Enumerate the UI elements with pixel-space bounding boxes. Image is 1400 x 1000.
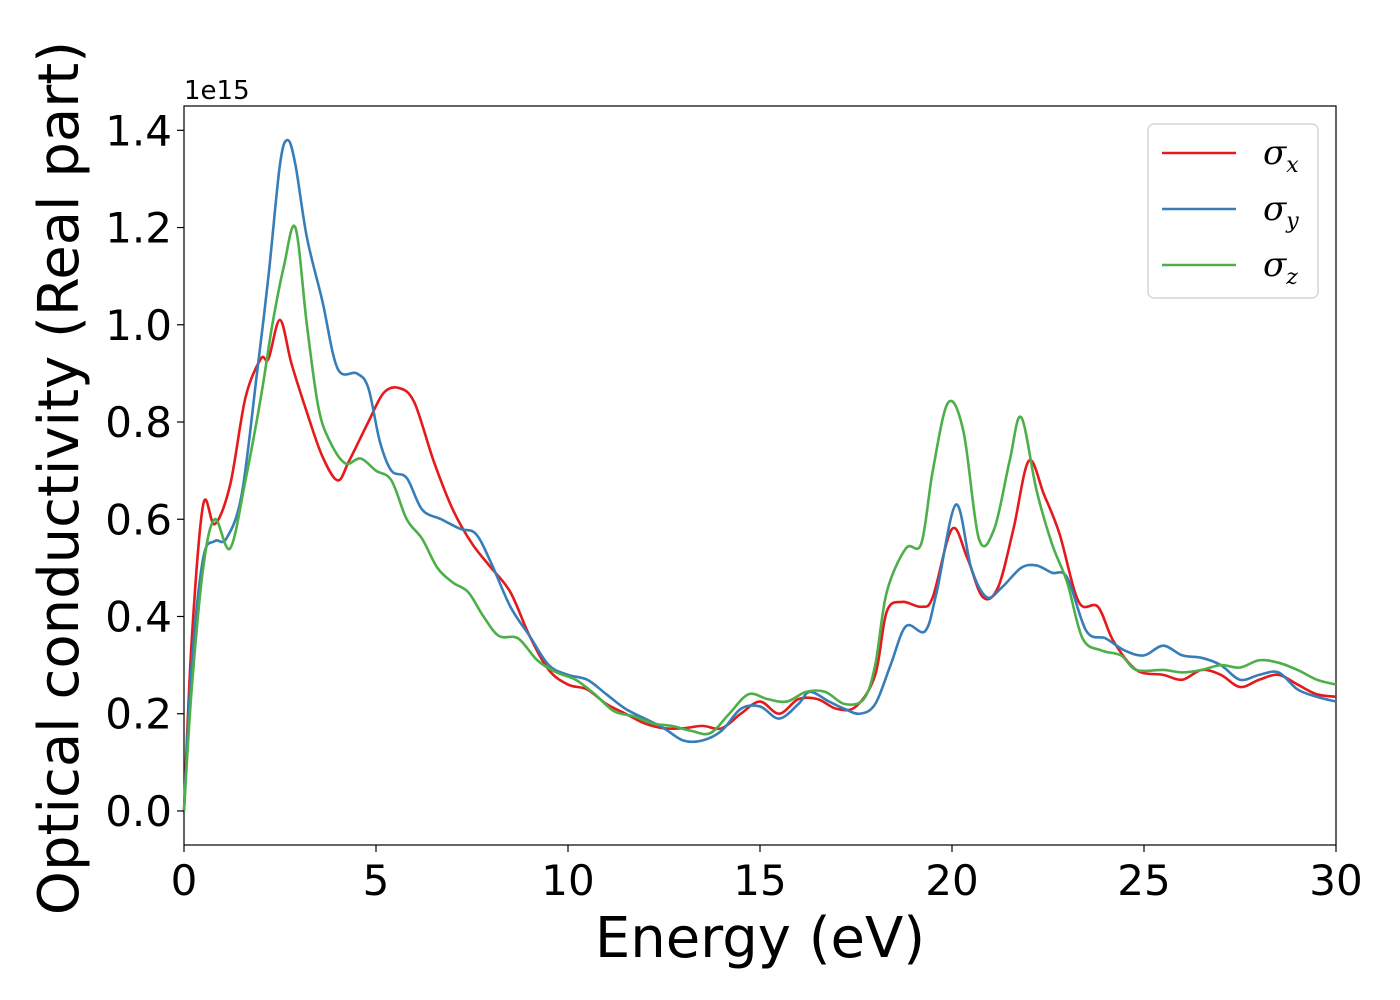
x-tick-label: 10 xyxy=(541,856,594,905)
y-tick-label: 0.0 xyxy=(105,787,172,836)
legend-label-y: σy xyxy=(1263,189,1299,234)
y-tick-label: 1.2 xyxy=(105,204,172,253)
legend-box xyxy=(1147,123,1319,299)
x-tick-label: 30 xyxy=(1309,856,1362,905)
series-line-y xyxy=(182,138,1337,812)
x-axis-ticks: 0 5 10 15 20 25 30 xyxy=(171,845,1363,905)
y-tick-label: 0.8 xyxy=(105,398,172,447)
y-axis-ticks: 0.0 0.2 0.4 0.6 0.8 1.0 1.2 1.4 xyxy=(105,106,184,836)
series-layer xyxy=(182,138,1337,812)
y-tick-label: 0.6 xyxy=(105,495,172,544)
x-tick-label: 5 xyxy=(363,856,390,905)
y-offset-label: 1e15 xyxy=(184,76,250,106)
y-axis-title: Optical conductivity (Real part) xyxy=(27,41,92,915)
x-tick-label: 0 xyxy=(171,856,198,905)
y-tick-label: 1.4 xyxy=(105,106,172,155)
x-tick-label: 25 xyxy=(1117,856,1170,905)
x-tick-label: 15 xyxy=(733,856,786,905)
plot-area xyxy=(183,105,1337,846)
x-axis-title: Energy (eV) xyxy=(595,906,925,971)
series-line-z xyxy=(182,224,1337,812)
y-tick-label: 0.2 xyxy=(105,690,172,739)
y-tick-label: 0.4 xyxy=(105,592,172,641)
series-line-x xyxy=(182,318,1337,812)
y-tick-label: 1.0 xyxy=(105,301,172,350)
x-tick-label: 20 xyxy=(925,856,978,905)
